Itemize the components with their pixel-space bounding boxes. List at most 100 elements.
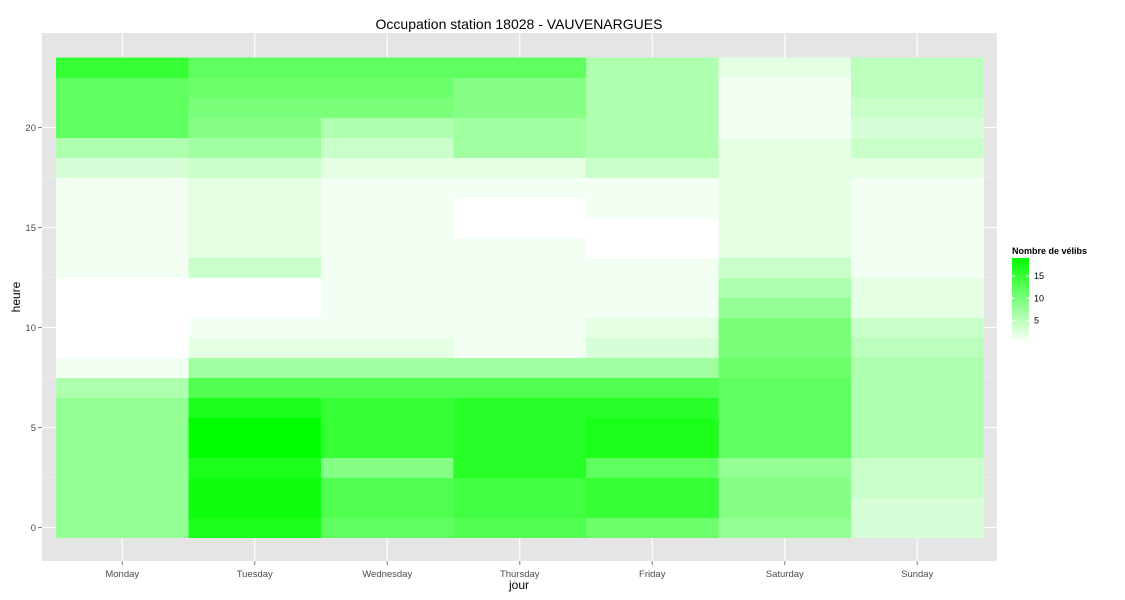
heatmap-cell [851, 97, 985, 119]
heatmap-cell [718, 257, 852, 279]
heatmap-cell [851, 457, 985, 479]
heatmap-cell [188, 257, 322, 279]
heatmap-cell [188, 337, 322, 359]
heatmap-cell [718, 77, 852, 99]
heatmap-cell [851, 477, 985, 499]
heatmap-cell [851, 497, 985, 519]
heatmap-cell [188, 237, 322, 259]
x-tick-label: Friday [639, 569, 666, 580]
heatmap-cell [321, 237, 455, 259]
heatmap-cell [851, 317, 985, 339]
heatmap-cell [586, 257, 720, 279]
heatmap-cell [56, 257, 190, 279]
heatmap-cell [718, 57, 852, 79]
heatmap-cell [188, 457, 322, 479]
heatmap-cell [851, 377, 985, 399]
heatmap-cell [718, 477, 852, 499]
heatmap-cell [586, 417, 720, 439]
heatmap-cell [188, 97, 322, 119]
heatmap-cell [453, 217, 587, 239]
heatmap-cell [453, 317, 587, 339]
heatmap-cell [718, 517, 852, 539]
x-tick-label: Sunday [901, 569, 933, 580]
heatmap-cell [188, 297, 322, 319]
heatmap-cell [718, 377, 852, 399]
heatmap-cell [188, 177, 322, 199]
heatmap-cell [321, 417, 455, 439]
heatmap-cell [586, 357, 720, 379]
heatmap-cell [188, 357, 322, 379]
y-tick-label: 15 [25, 223, 36, 234]
y-tick-label: 10 [25, 323, 36, 334]
heatmap-cells [56, 57, 985, 539]
heatmap-cell [851, 117, 985, 139]
heatmap-cell [851, 397, 985, 419]
heatmap-cell [188, 417, 322, 439]
heatmap-cell [718, 297, 852, 319]
heatmap-cell [56, 397, 190, 419]
heatmap-cell [321, 437, 455, 459]
chart-title: Occupation station 18028 - VAUVENARGUES [376, 16, 663, 32]
heatmap-cell [56, 57, 190, 79]
heatmap-cell [586, 337, 720, 359]
heatmap-cell [453, 437, 587, 459]
heatmap-cell [718, 277, 852, 299]
x-tick-label: Thursday [500, 569, 540, 580]
heatmap-cell [851, 517, 985, 539]
x-tick-label: Saturday [766, 569, 804, 580]
heatmap-cell [453, 477, 587, 499]
heatmap-cell [718, 217, 852, 239]
heatmap-cell [453, 257, 587, 279]
heatmap-cell [453, 337, 587, 359]
heatmap-cell [188, 137, 322, 159]
heatmap-cell [321, 137, 455, 159]
heatmap-cell [321, 217, 455, 239]
heatmap-cell [56, 137, 190, 159]
heatmap-cell [56, 357, 190, 379]
heatmap-cell [851, 337, 985, 359]
heatmap-cell [453, 197, 587, 219]
heatmap-cell [453, 117, 587, 139]
heatmap-cell [56, 97, 190, 119]
heatmap-cell [321, 277, 455, 299]
heatmap-cell [586, 277, 720, 299]
heatmap-cell [56, 337, 190, 359]
heatmap-cell [453, 157, 587, 179]
heatmap-cell [321, 97, 455, 119]
y-tick-label: 5 [31, 423, 36, 434]
heatmap-cell [453, 277, 587, 299]
heatmap-cell [851, 177, 985, 199]
heatmap-cell [851, 357, 985, 379]
heatmap-cell [56, 277, 190, 299]
heatmap-cell [56, 517, 190, 539]
heatmap-cell [453, 397, 587, 419]
heatmap-cell [586, 317, 720, 339]
heatmap-cell [586, 437, 720, 459]
heatmap-cell [188, 497, 322, 519]
heatmap-cell [321, 397, 455, 419]
heatmap-cell [188, 157, 322, 179]
heatmap-cell [586, 377, 720, 399]
heatmap-cell [586, 477, 720, 499]
heatmap-cell [56, 477, 190, 499]
heatmap-cell [586, 237, 720, 259]
heatmap-cell [718, 397, 852, 419]
legend-label: 5 [1034, 316, 1039, 326]
heatmap-cell [586, 157, 720, 179]
heatmap-cell [453, 497, 587, 519]
y-axis: 0 5 10 15 20 [25, 123, 42, 534]
heatmap-cell [586, 397, 720, 419]
heatmap-cell [718, 97, 852, 119]
heatmap-cell [718, 417, 852, 439]
heatmap-cell [851, 57, 985, 79]
heatmap-cell [321, 357, 455, 379]
heatmap-cell [453, 137, 587, 159]
heatmap-cell [453, 457, 587, 479]
heatmap-cell [586, 117, 720, 139]
heatmap-cell [56, 117, 190, 139]
heatmap-cell [321, 497, 455, 519]
heatmap-cell [851, 217, 985, 239]
heatmap-cell [851, 157, 985, 179]
heatmap-cell [321, 257, 455, 279]
y-tick-label: 20 [25, 123, 36, 134]
